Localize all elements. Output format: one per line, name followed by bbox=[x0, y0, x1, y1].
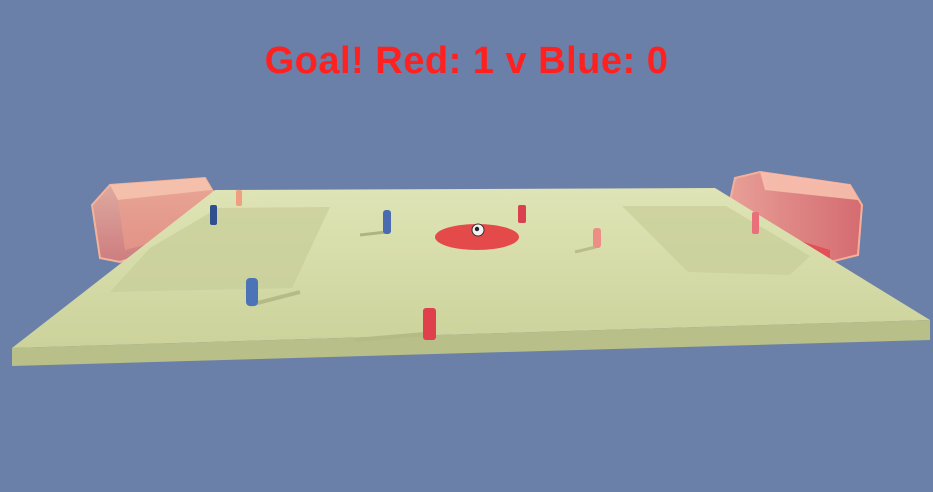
score-banner: Goal! Red: 1 v Blue: 0 bbox=[264, 40, 669, 82]
red-player-5 bbox=[752, 212, 759, 234]
blue-player-3 bbox=[246, 278, 301, 307]
left-goal bbox=[90, 176, 217, 264]
blue-player-1 bbox=[210, 205, 217, 225]
left-penalty-area bbox=[110, 207, 330, 292]
pitch-edge bbox=[12, 320, 930, 366]
center-circle bbox=[435, 224, 519, 250]
right-penalty-area bbox=[622, 206, 810, 275]
red-player-4 bbox=[354, 308, 436, 342]
soccer-ball-icon bbox=[471, 223, 485, 237]
red-player-1 bbox=[236, 190, 242, 206]
red-player-3 bbox=[574, 228, 601, 254]
blue-player-2 bbox=[359, 210, 391, 237]
red-player-2 bbox=[518, 205, 526, 223]
